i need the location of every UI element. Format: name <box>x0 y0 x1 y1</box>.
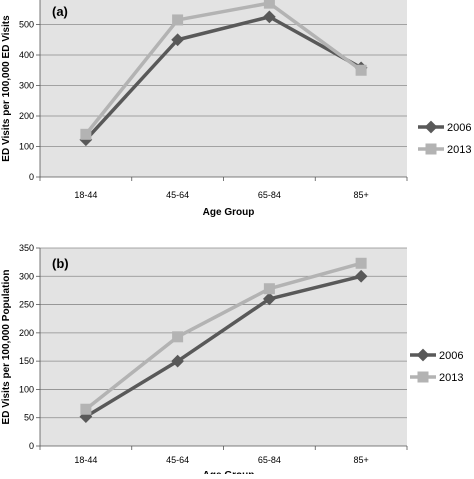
y-axis-title: ED Visits per 100,000 ED Visits <box>1 15 12 162</box>
y-tick-label: 100 <box>19 384 34 394</box>
legend-label: 2006 <box>439 350 463 362</box>
panel-label: (a) <box>52 4 68 19</box>
y-tick-label: 0 <box>29 441 34 451</box>
x-tick-label: 85+ <box>353 455 368 465</box>
panel-label: (b) <box>52 256 69 271</box>
data-point-2013 <box>263 0 275 9</box>
y-tick-label: 400 <box>19 50 34 60</box>
series-line-2013 <box>84 1 363 136</box>
y-axis-title: ED Visits per 100,000 Population <box>1 270 12 425</box>
series-line-2006 <box>84 274 362 419</box>
x-tick-label: 18-44 <box>74 190 97 200</box>
y-tick-label: 100 <box>19 142 34 152</box>
legend-label: 2006 <box>447 122 471 134</box>
data-point-2006 <box>263 10 276 24</box>
legend-marker-2013 <box>425 143 437 155</box>
y-tick-label: 200 <box>19 328 34 338</box>
y-tick-label: 200 <box>19 111 34 121</box>
y-tick-label: 300 <box>19 81 34 91</box>
chart-panel-a: 010020030040050060018-4445-6465-8485+(a)… <box>1 0 471 218</box>
y-tick-label: 500 <box>19 20 34 30</box>
data-point-2006 <box>171 33 184 47</box>
y-tick-label: 50 <box>24 413 34 423</box>
data-point-2013 <box>355 64 367 76</box>
x-axis-title: Age Group <box>203 207 255 218</box>
y-tick-label: 150 <box>19 356 34 366</box>
legend-label: 2013 <box>439 372 463 384</box>
x-axis-title: Age Group <box>203 470 255 474</box>
legend-marker-2006 <box>416 348 430 362</box>
series-line-2006 <box>84 15 362 141</box>
x-tick-label: 65-84 <box>258 190 281 200</box>
legend-marker-2013 <box>417 371 429 383</box>
chart-panel-b: 0 50 100 150 200 250 300 350 18-44 45-64 65-84 85+ (… <box>1 243 463 479</box>
x-tick-label: 18-44 <box>74 455 97 465</box>
y-tick-label: 350 <box>19 243 34 253</box>
x-tick-label: 65-84 <box>258 455 281 465</box>
y-tick-label: 250 <box>19 300 34 310</box>
data-point-2013 <box>355 257 367 269</box>
data-point-2013 <box>80 128 92 140</box>
y-tick-label: 0 <box>29 172 34 182</box>
x-tick-label: 45-64 <box>166 190 189 200</box>
data-point-2013 <box>80 403 92 415</box>
legend-marker-2006 <box>424 120 438 134</box>
x-tick-label: 45-64 <box>166 455 189 465</box>
data-point-2013 <box>172 14 184 26</box>
data-point-2006 <box>354 269 368 283</box>
data-point-2006 <box>263 292 276 306</box>
data-point-2013 <box>172 331 184 343</box>
series-line-2013 <box>84 261 362 411</box>
data-point-2013 <box>263 283 275 295</box>
data-point-2006 <box>171 354 184 368</box>
legend-label: 2013 <box>447 144 471 156</box>
x-tick-label: 85+ <box>353 190 368 200</box>
y-tick-label: 300 <box>19 271 34 281</box>
